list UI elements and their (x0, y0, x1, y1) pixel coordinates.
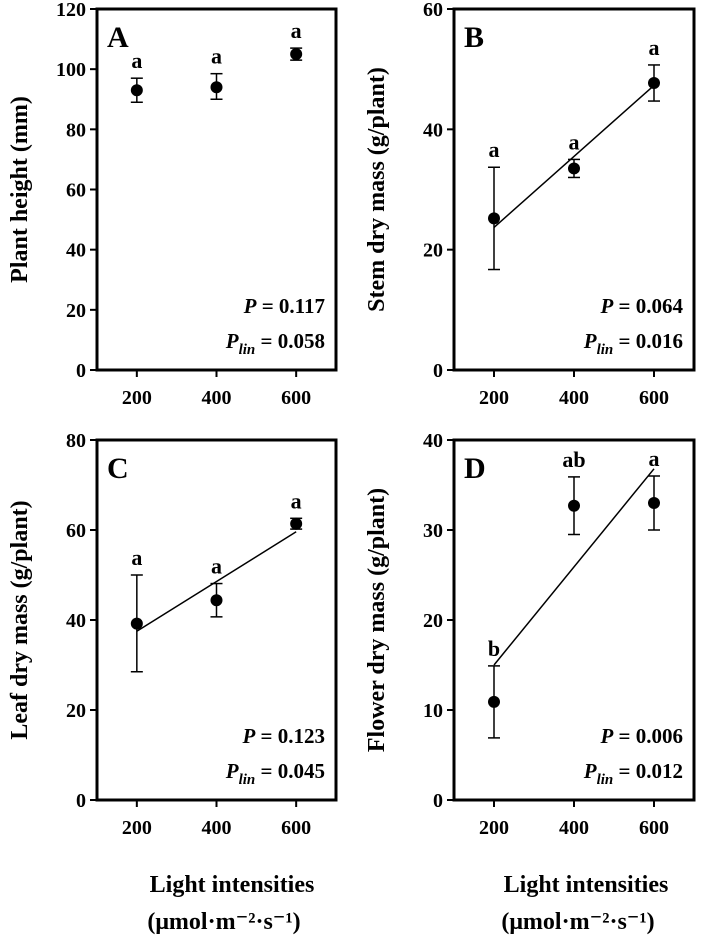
y-tick-label: 80 (66, 430, 86, 452)
significance-letter: a (569, 129, 580, 154)
y-tick-label: 120 (56, 0, 86, 21)
x-axis-label-right-line2: (μmol·m⁻²·s⁻¹) (501, 909, 654, 935)
data-point (130, 617, 143, 630)
y-tick-label: 40 (66, 610, 86, 632)
significance-letter: a (131, 545, 142, 570)
x-tick-label: 400 (202, 387, 232, 409)
significance-letter: b (488, 636, 500, 661)
stat-plin-value: Plin = 0.058 (225, 329, 325, 358)
significance-letter: a (211, 44, 222, 69)
panel-letter: C (107, 452, 129, 485)
y-axis-label: Stem dry mass (g/plant) (364, 67, 390, 312)
panel-c: 0 20 40 60 80 200 400 600 Leaf dry mass (g/plant… (7, 430, 338, 839)
x-tick-label: 600 (639, 387, 669, 409)
panel-letter: B (464, 21, 484, 54)
x-tick-label: 200 (479, 817, 509, 839)
x-tick-label: 600 (281, 817, 311, 839)
data-point (290, 517, 303, 530)
panel-letter: A (107, 21, 129, 54)
stat-p-value: P = 0.123 (241, 724, 325, 748)
stat-plin-value: Plin = 0.045 (225, 759, 325, 788)
y-tick-label: 40 (423, 430, 443, 452)
stat-p-value: P = 0.006 (599, 724, 683, 748)
y-tick-label: 40 (66, 240, 86, 262)
data-point (568, 162, 580, 175)
x-tick-label: 200 (122, 817, 152, 839)
panel-letter: D (464, 452, 486, 485)
x-tick-label: 400 (559, 387, 589, 409)
x-tick-label: 400 (559, 817, 589, 839)
x-tick-label: 200 (122, 387, 152, 409)
significance-letter: a (649, 35, 660, 60)
y-tick-label: 100 (56, 59, 86, 81)
regression-line (136, 531, 297, 632)
data-point (648, 497, 660, 509)
y-tick-label: 60 (423, 0, 443, 21)
y-tick-label: 0 (76, 790, 86, 812)
x-tick-label: 200 (479, 387, 509, 409)
y-axis-label: Leaf dry mass (g/plant) (7, 500, 33, 739)
data-point (648, 77, 660, 90)
y-tick-label: 20 (66, 300, 86, 322)
stat-plin-value: Plin = 0.016 (583, 329, 683, 358)
panel-d: 0 10 20 30 40 200 400 600 Flower dry mass (g/pla… (364, 430, 696, 839)
y-tick-label: 0 (433, 360, 443, 382)
y-tick-label: 60 (66, 520, 86, 542)
significance-letter: ab (562, 447, 585, 472)
y-tick-label: 60 (66, 180, 86, 202)
significance-letter: a (291, 488, 302, 513)
y-tick-label: 10 (423, 700, 443, 722)
y-tick-label: 30 (423, 520, 443, 542)
data-point (568, 499, 580, 512)
y-tick-label: 40 (423, 119, 443, 141)
x-tick-label: 600 (639, 817, 669, 839)
y-tick-label: 0 (433, 790, 443, 812)
regression-line (493, 468, 655, 666)
y-tick-label: 20 (423, 240, 443, 262)
significance-letter: a (649, 446, 660, 471)
data-point (130, 84, 143, 97)
x-axis-label-left-line2: (μmol·m⁻²·s⁻¹) (147, 909, 300, 935)
y-tick-label: 20 (423, 610, 443, 632)
y-axis-label: Flower dry mass (g/plant) (364, 488, 390, 752)
data-point (488, 212, 500, 225)
x-tick-label: 400 (202, 817, 232, 839)
significance-letter: a (211, 554, 222, 579)
stat-plin-value: Plin = 0.012 (583, 759, 683, 788)
significance-letter: a (131, 48, 142, 73)
data-point (210, 81, 223, 94)
y-tick-label: 80 (66, 119, 86, 141)
regression-line (493, 84, 655, 228)
x-axis-label-right-line1: Light intensities (504, 872, 669, 898)
significance-letter: a (489, 137, 500, 162)
y-tick-label: 0 (76, 360, 86, 382)
stat-p-value: P = 0.117 (243, 294, 325, 318)
x-axis-label-left-line1: Light intensities (150, 872, 315, 898)
data-point (290, 48, 303, 61)
y-tick-label: 20 (66, 700, 86, 722)
panel-b: 0 20 40 60 200 400 600 Stem dry mass (g/plant) B… (364, 0, 696, 409)
stat-p-value: P = 0.064 (599, 294, 683, 318)
data-point (488, 695, 500, 708)
data-point (210, 594, 223, 607)
significance-letter: a (291, 18, 302, 43)
y-axis-label: Plant height (mm) (7, 96, 33, 283)
x-tick-label: 600 (281, 387, 311, 409)
panel-a: 0 20 40 60 80 100 120 200 400 600 Plant height (mm… (7, 0, 338, 409)
